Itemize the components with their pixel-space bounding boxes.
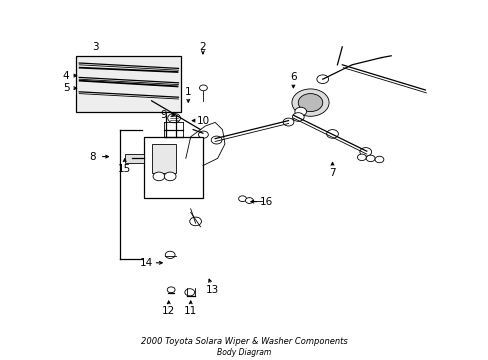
Text: 8: 8	[89, 152, 96, 162]
Text: 7: 7	[328, 168, 335, 178]
Circle shape	[283, 118, 293, 126]
Text: 4: 4	[62, 71, 69, 81]
Text: 1: 1	[184, 87, 191, 97]
Circle shape	[189, 217, 201, 226]
Polygon shape	[76, 56, 181, 112]
Circle shape	[316, 75, 328, 84]
Text: Body Diagram: Body Diagram	[217, 348, 271, 356]
Circle shape	[326, 130, 338, 138]
Circle shape	[359, 148, 371, 156]
Polygon shape	[144, 137, 203, 198]
Text: 11: 11	[183, 306, 197, 316]
Text: 16: 16	[259, 197, 273, 207]
Circle shape	[211, 136, 222, 144]
Circle shape	[164, 172, 176, 181]
Circle shape	[291, 89, 328, 116]
Circle shape	[292, 113, 304, 121]
Circle shape	[167, 113, 180, 123]
Circle shape	[366, 155, 374, 162]
Text: 13: 13	[205, 285, 219, 295]
Circle shape	[153, 172, 164, 181]
Circle shape	[198, 131, 208, 138]
Bar	[124, 154, 144, 163]
Text: 12: 12	[162, 306, 175, 316]
Circle shape	[298, 94, 322, 112]
Text: 14: 14	[140, 258, 153, 268]
Polygon shape	[151, 144, 176, 173]
Circle shape	[294, 107, 306, 116]
Text: 3: 3	[92, 42, 99, 52]
Circle shape	[357, 154, 366, 161]
Circle shape	[238, 196, 246, 202]
Text: 2000 Toyota Solara Wiper & Washer Components: 2000 Toyota Solara Wiper & Washer Compon…	[141, 337, 347, 346]
Text: 5: 5	[62, 83, 69, 93]
Circle shape	[374, 156, 383, 163]
Circle shape	[165, 251, 175, 258]
Text: 10: 10	[196, 116, 209, 126]
Text: 6: 6	[289, 72, 296, 82]
Text: 15: 15	[118, 164, 131, 174]
Text: 2: 2	[199, 42, 206, 52]
Text: 9: 9	[160, 110, 167, 120]
Circle shape	[184, 289, 194, 296]
Circle shape	[167, 287, 175, 293]
Circle shape	[199, 85, 207, 91]
Circle shape	[245, 198, 253, 203]
